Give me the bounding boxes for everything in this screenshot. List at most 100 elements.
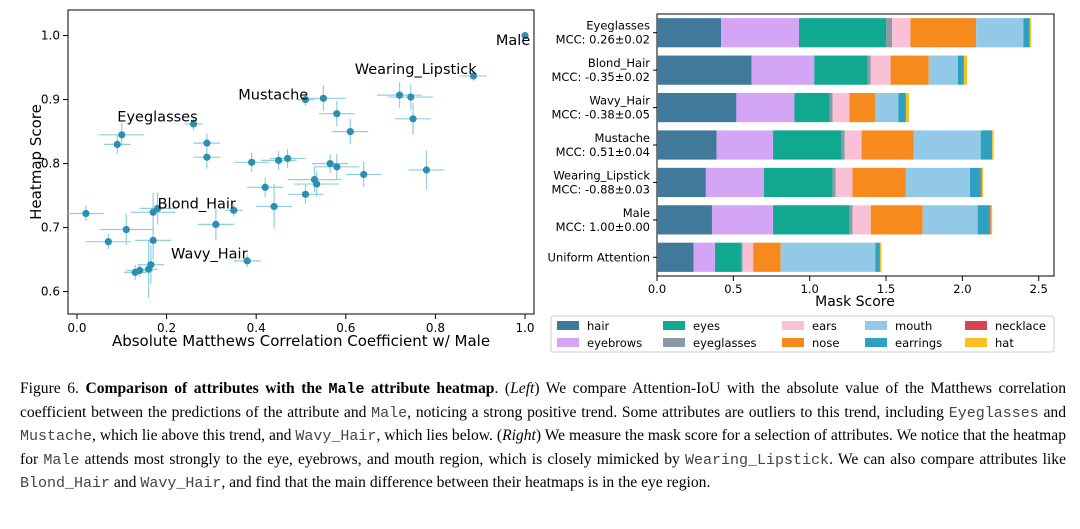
bar-segment-mouth [922, 205, 978, 235]
bar-segment-eyes [814, 55, 868, 85]
legend-item-hair: hair [557, 319, 610, 333]
bar-segment-eyeglasses [841, 130, 845, 160]
scatter-annotation: Eyeglasses [117, 109, 197, 125]
scatter-point [149, 236, 157, 244]
bar-segment-eyebrows [736, 92, 795, 123]
bar-segment-hat [992, 130, 994, 160]
category-mcc: MCC: -0.88±0.03 [551, 182, 650, 196]
legend-item-eyebrows: eyebrows [557, 336, 642, 350]
stacked-bar [657, 55, 967, 85]
y-tick-label: 1.0 [41, 29, 60, 43]
legend-label: mouth [895, 319, 932, 333]
bar-segment-hair [657, 55, 752, 85]
y-tick-label: 0.8 [41, 157, 60, 171]
bar-segment-hair [657, 92, 737, 123]
scatter-point [203, 139, 211, 147]
bar-segment-hat [963, 55, 967, 85]
bar-segment-hat [981, 167, 983, 198]
bar-segment-hair [657, 205, 712, 235]
bar-segment-eyebrows [711, 205, 774, 235]
scatter-x-ticks: 0.0 0.2 0.4 0.6 0.8 1.0 [67, 314, 535, 335]
bar-segment-eyes [773, 130, 842, 160]
scatter-point [104, 238, 112, 246]
legend-swatch [663, 338, 685, 347]
scatter-point [189, 120, 198, 128]
y-tick-label: 0.6 [41, 285, 60, 299]
bar-segment-eyeglasses [886, 18, 893, 48]
bar-segment-hair [657, 242, 694, 272]
stacked-bar [657, 130, 994, 160]
scatter-point [326, 160, 334, 168]
bar-segment-eyeglasses [849, 205, 853, 235]
bar-segment-ears [832, 92, 850, 123]
y-tick-label: 0.7 [41, 221, 60, 235]
scatter-point [301, 190, 310, 198]
scatter-point [407, 93, 415, 101]
legend-label: ears [812, 319, 837, 333]
bar-segment-hat [905, 92, 909, 123]
category-label: Blond_Hair [588, 56, 650, 70]
scatter-point [319, 94, 328, 102]
legend: hair eyebrows eyes eyeglasses ears nose mouth e… [557, 319, 1046, 350]
legend-item-necklace: necklace [965, 319, 1046, 333]
legend-label: hat [995, 336, 1014, 350]
bar-segment-hat [879, 242, 882, 272]
scatter-point [248, 158, 256, 166]
scatter-point [301, 96, 310, 104]
bar-segment-eyebrows [705, 167, 764, 198]
stacked-bar [657, 167, 983, 198]
legend-swatch [865, 338, 887, 347]
legend-swatch [965, 338, 987, 347]
scatter-y-ticks: 0.6 0.7 0.8 0.9 1.0 [41, 29, 68, 299]
x-tick-label: 1.5 [877, 282, 895, 296]
x-tick-label: 0.0 [648, 282, 666, 296]
bar-x-ticks: 0.0 0.5 1.0 1.5 2.0 2.5 [648, 276, 1048, 296]
bar-segment-eyeglasses [867, 55, 871, 85]
scatter-annotation: Blond_Hair [158, 196, 236, 212]
scatter-annotation: Male [496, 33, 530, 49]
scatter-plot: Male Wearing_Lipstick Mustache Eyeglasses Bl… [27, 9, 535, 350]
scatter-point [395, 91, 404, 99]
figure-caption: Figure 6. Comparison of attributes with … [20, 380, 1067, 492]
bar-segment-necklace [991, 130, 993, 160]
legend-label: earrings [895, 336, 942, 350]
legend-item-earrings: earrings [865, 336, 942, 350]
bar-segment-eyes [773, 205, 850, 235]
bar-segment-nose [753, 242, 781, 272]
legend-swatch [557, 321, 579, 330]
x-tick-label: 1.0 [801, 282, 819, 296]
x-tick-label: 0.8 [426, 321, 445, 335]
legend-item-mouth: mouth [865, 319, 932, 333]
x-tick-label: 2.0 [953, 282, 971, 296]
scatter-point [136, 266, 144, 275]
bar-segment-hair [657, 130, 717, 160]
scatter-point [270, 202, 278, 211]
scatter-plot-frame [67, 9, 535, 315]
bar-segment-ears [742, 242, 754, 272]
scatter-point [409, 115, 417, 123]
legend-label: eyes [693, 319, 720, 333]
scatter-point [118, 131, 126, 139]
legend-label: necklace [995, 319, 1046, 333]
bar-segment-necklace [989, 205, 991, 235]
figure-label: Figure 6. [20, 380, 79, 397]
scatter-point [261, 183, 269, 191]
legend-swatch [965, 321, 987, 330]
bar-segments [657, 18, 1032, 272]
bar-segment-earrings [898, 92, 906, 123]
bar-segment-mouth [928, 55, 958, 85]
category-label: Mustache [595, 131, 650, 145]
legend-label: nose [812, 336, 839, 350]
bar-segment-eyebrows [751, 55, 815, 85]
scatter-point [360, 170, 368, 179]
bar-segment-eyes [799, 18, 887, 48]
category-label: Male [623, 206, 650, 220]
bar-segment-mouth [780, 242, 876, 272]
legend-swatch [557, 338, 579, 347]
stacked-bar [657, 205, 993, 235]
bar-segment-mouth [913, 130, 981, 160]
category-label: Uniform Attention [548, 250, 650, 264]
bar-segment-earrings [977, 205, 990, 235]
category-label: Eyeglasses [586, 19, 650, 33]
scatter-points [82, 31, 529, 276]
